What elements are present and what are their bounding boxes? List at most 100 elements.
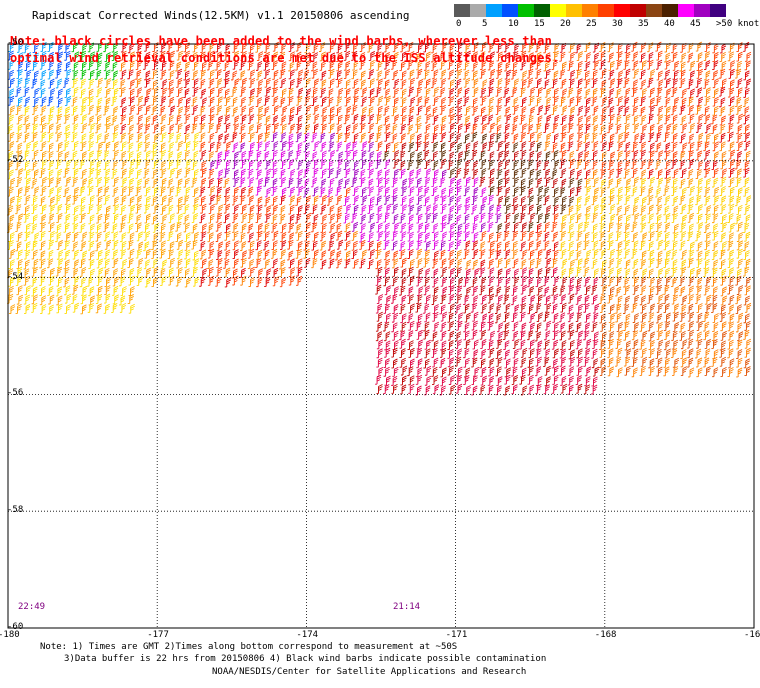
wind-barb [423, 196, 430, 207]
wind-barb [551, 285, 558, 296]
wind-barb [431, 43, 438, 54]
wind-barb [360, 106, 367, 117]
wind-barb [247, 168, 254, 179]
wind-barb [295, 123, 303, 134]
wind-barb [15, 177, 23, 187]
wind-barb [631, 302, 638, 313]
wind-barb [95, 160, 102, 171]
wind-barb [72, 276, 80, 286]
wind-barb [727, 304, 735, 315]
wind-barb [535, 223, 542, 233]
wind-barb [23, 96, 31, 107]
wind-barb [95, 177, 102, 187]
wind-barb [80, 105, 87, 116]
wind-barb [680, 214, 687, 225]
wind-barb [119, 86, 126, 97]
wind-barb [271, 51, 279, 62]
wind-barb [479, 150, 486, 161]
wind-barb [216, 258, 223, 268]
wind-barb [103, 222, 110, 233]
wind-barb [95, 69, 102, 80]
wind-barb [328, 222, 336, 233]
wind-barb [711, 276, 718, 287]
wind-barb [295, 223, 302, 234]
wind-barb [224, 96, 231, 106]
wind-barb [448, 277, 455, 288]
wind-barb [655, 187, 662, 198]
wind-barb [135, 50, 142, 61]
wind-barb [304, 222, 311, 233]
wind-barb [527, 330, 534, 341]
wind-barb [648, 132, 655, 143]
wind-barb [31, 123, 38, 134]
wind-barb [271, 178, 278, 189]
wind-barb [375, 195, 382, 206]
wind-barb [528, 140, 536, 151]
wind-barb [16, 187, 23, 198]
wind-barb [224, 141, 232, 152]
wind-barb [648, 176, 656, 187]
wind-barb [511, 295, 518, 306]
wind-barb [152, 86, 159, 97]
wind-barb [584, 213, 591, 223]
wind-barb [240, 77, 247, 88]
wind-barb [127, 142, 134, 153]
wind-barb [128, 286, 135, 296]
wind-barb [703, 114, 711, 125]
wind-barb [312, 167, 319, 178]
wind-barb [480, 230, 487, 241]
wind-barb [215, 51, 222, 62]
wind-barb [232, 204, 239, 215]
wind-barb [487, 204, 495, 215]
wind-barb [471, 357, 478, 368]
wind-barb [680, 42, 687, 53]
wind-barb [72, 168, 79, 179]
wind-barb [31, 214, 38, 225]
wind-barb [511, 330, 519, 341]
wind-barb [743, 41, 750, 52]
wind-barb [263, 51, 270, 62]
wind-barb [496, 96, 503, 107]
wind-barb [615, 276, 622, 287]
wind-barb [576, 105, 584, 116]
wind-barb [447, 357, 455, 368]
wind-barb [623, 330, 630, 341]
wind-barb [456, 277, 464, 287]
wind-barb [23, 212, 30, 223]
wind-barb [55, 186, 62, 197]
wind-barb [584, 106, 591, 117]
wind-barb [655, 131, 662, 142]
wind-barb [480, 95, 487, 106]
wind-barb [88, 250, 95, 261]
wind-barb [743, 313, 750, 324]
wind-barb [216, 250, 223, 261]
wind-barb [207, 241, 215, 251]
wind-barb [352, 113, 359, 124]
wind-barb [607, 222, 614, 232]
wind-barb [591, 132, 598, 143]
wind-barb [431, 204, 438, 215]
wind-barb [512, 50, 519, 61]
wind-barb [167, 249, 174, 260]
wind-barb [688, 249, 695, 260]
wind-barb [296, 266, 303, 277]
wind-barb [640, 330, 648, 341]
wind-barb [712, 241, 719, 251]
wind-barb [543, 61, 550, 72]
wind-barb [31, 294, 38, 305]
wind-barb [80, 96, 87, 107]
wind-barb [736, 240, 743, 251]
wind-barb [616, 105, 624, 116]
legend-label: 25 [586, 19, 597, 29]
wind-barb [743, 124, 750, 135]
wind-barb [63, 124, 71, 135]
wind-barb [744, 195, 752, 206]
wind-barb [512, 348, 519, 359]
wind-barb [480, 303, 487, 314]
wind-barb [112, 213, 119, 224]
wind-barb [312, 158, 319, 169]
wind-barb [376, 357, 383, 368]
wind-barb [527, 357, 534, 368]
wind-barb [416, 213, 423, 224]
wind-barb [23, 294, 31, 305]
